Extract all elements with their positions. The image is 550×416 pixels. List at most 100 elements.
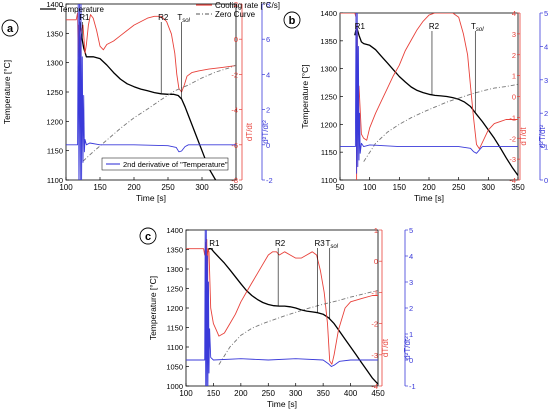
panel-letter: b (289, 15, 296, 27)
x-tick-label: 450 (371, 389, 385, 398)
x-tick-label: 300 (482, 183, 496, 192)
y-right2-tick-label: 3 (544, 76, 548, 85)
y-right1-tick-label: 0 (234, 35, 238, 44)
y-left-tick-label: 1200 (46, 117, 63, 126)
panel-letter-badge (283, 11, 301, 29)
x-tick-label: 400 (344, 389, 358, 398)
y-left-tick-label: 1200 (166, 304, 183, 313)
series-group (340, 13, 518, 180)
annotation-label: Tsol (325, 239, 338, 250)
x-axis-label: Time [s] (267, 399, 297, 409)
y-left-tick-label: 1300 (166, 265, 183, 274)
y-left-tick-label: 1400 (46, 0, 63, 9)
y-right1-tick-label: -6 (231, 141, 238, 150)
series-group (66, 4, 236, 180)
y-left-tick-label: 1400 (320, 9, 337, 18)
y-left-tick-label: 1350 (46, 29, 63, 38)
y-right2-tick-label: 5 (409, 226, 413, 235)
y-right2-tick-label: 2 (544, 109, 548, 118)
x-tick-label: 250 (262, 389, 276, 398)
legend-label: 2nd derivative of "Temperature" (123, 160, 228, 169)
x-tick-label: 350 (511, 183, 525, 192)
y-right1-tick-label: 4 (512, 9, 516, 18)
y-right1-axis-label: dT/dt (245, 122, 254, 141)
y-right1-tick-label: -2 (509, 134, 516, 143)
y-left-tick-label: 1150 (321, 148, 337, 157)
annotation-label: R2 (158, 13, 169, 22)
y-left-axis-label: Temperature [°C] (2, 60, 12, 124)
legend-label: Cooling rate [°C/s] (215, 1, 280, 10)
y-left-tick-label: 1250 (320, 93, 337, 102)
y-right1-tick-label: 2 (234, 0, 238, 9)
annotation-label: Tsol (471, 22, 484, 33)
x-tick-label: 100 (179, 389, 193, 398)
y-right2-tick-label: 0 (266, 141, 270, 150)
plot-frame (339, 12, 519, 181)
legend-box (101, 157, 229, 171)
annotation-label: R1 (209, 239, 220, 248)
y-right2-axis-label: d²T/dt² (261, 120, 270, 144)
y-left-tick-label: 1250 (46, 88, 63, 97)
annotation-label: R2 (275, 239, 286, 248)
series-line-2nd-derivative-of-temperature (186, 230, 378, 386)
y-right2-tick-label: -2 (266, 176, 273, 185)
y-right2-tick-label: 6 (266, 35, 270, 44)
y-right2-tick-label: 0 (409, 356, 413, 365)
legend-label: Zero Curve (215, 10, 256, 19)
y-right2-axis-label: d²T/dt² (403, 336, 412, 360)
x-tick-label: 200 (234, 389, 248, 398)
y-right1-tick-label: -4 (231, 106, 238, 115)
x-tick-label: 300 (195, 183, 209, 192)
y-right2-tick-label: 2 (266, 106, 270, 115)
y-left-tick-label: 1100 (47, 176, 63, 185)
y-right1-tick-label: -2 (371, 320, 378, 329)
legend-label: Temperature (59, 5, 104, 14)
y-right2-tick-label: 5 (544, 9, 548, 18)
y-left-tick-label: 1400 (166, 226, 183, 235)
panel-letter-badge (1, 19, 19, 37)
y-left-tick-label: 1350 (320, 37, 337, 46)
y-left-tick-label: 1050 (166, 363, 183, 372)
y-right1-tick-label: 0 (374, 257, 378, 266)
x-tick-label: 150 (93, 183, 107, 192)
x-tick-label: 200 (127, 183, 141, 192)
y-right2-tick-label: 1 (544, 143, 548, 152)
series-line-cooling-rate-c-s (66, 12, 236, 93)
series-line-zero-curve (218, 289, 378, 365)
series-line-2nd-derivative-of-temperature (340, 13, 518, 174)
series-line-zero-curve (82, 64, 236, 162)
y-left-tick-label: 1250 (166, 285, 183, 294)
y-left-tick-label: 1000 (166, 382, 183, 391)
series-line-cooling-rate-c-s (340, 13, 518, 180)
y-right1-tick-label: -3 (371, 351, 378, 360)
annotation-label: R1 (355, 22, 366, 31)
y-right2-tick-label: -1 (409, 382, 416, 391)
x-tick-label: 150 (207, 389, 221, 398)
y-right2-tick-label: 4 (409, 252, 413, 261)
y-right1-tick-label: -4 (371, 382, 378, 391)
y-left-tick-label: 1350 (166, 246, 183, 255)
y-right1-tick-label: -3 (509, 155, 516, 164)
y-right1-axis-label: dT/dt (381, 338, 390, 357)
series-group (186, 230, 378, 386)
series-line-temperature (78, 21, 217, 180)
x-tick-label: 350 (229, 183, 243, 192)
y-left-tick-label: 1300 (46, 59, 63, 68)
y-right2-tick-label: 2 (409, 304, 413, 313)
y-right1-tick-label: 2 (512, 51, 516, 60)
x-tick-label: 200 (422, 183, 436, 192)
y-right2-tick-label: 4 (266, 70, 270, 79)
y-left-tick-label: 1100 (321, 176, 337, 185)
y-right1-tick-label: 3 (512, 30, 516, 39)
y-right2-tick-label: 8 (266, 0, 270, 9)
y-right1-axis-label: dT/dt (519, 127, 528, 146)
series-line-temperature (206, 248, 378, 385)
annotation-label: Tsol (177, 13, 190, 24)
x-tick-label: 100 (59, 183, 73, 192)
y-left-tick-label: 1150 (167, 324, 183, 333)
series-line-cooling-rate-c-s (186, 238, 378, 365)
panel-letter: c (145, 231, 151, 243)
